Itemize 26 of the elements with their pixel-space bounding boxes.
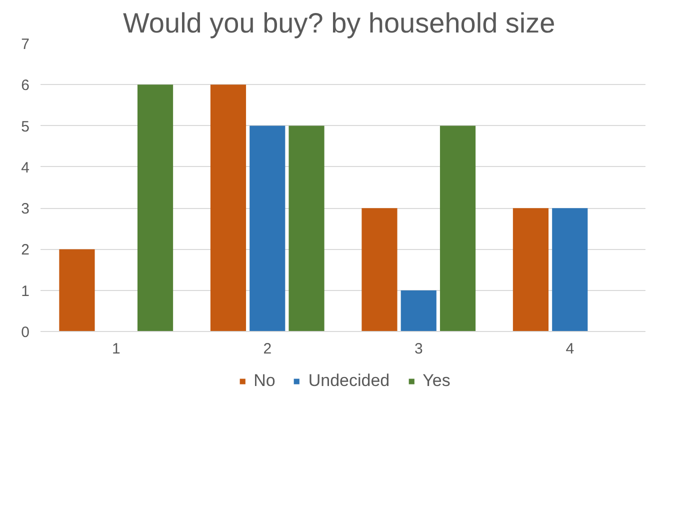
bar bbox=[210, 84, 246, 332]
bar bbox=[512, 208, 549, 332]
y-tick-label: 1 bbox=[21, 282, 30, 300]
x-tick-label: 2 bbox=[263, 340, 272, 358]
x-tick-label: 1 bbox=[112, 340, 120, 358]
bar bbox=[59, 249, 95, 332]
bar bbox=[400, 290, 436, 332]
y-tick-label: 0 bbox=[21, 324, 30, 341]
y-tick-label: 5 bbox=[21, 118, 30, 136]
y-tick-label: 6 bbox=[21, 77, 30, 94]
y-tick-label: 2 bbox=[21, 242, 30, 259]
bar bbox=[552, 208, 588, 332]
bar bbox=[440, 126, 476, 332]
legend-label: Yes bbox=[422, 371, 450, 391]
x-tick-label: 4 bbox=[566, 340, 574, 358]
bar bbox=[137, 84, 174, 332]
x-tick-label: 3 bbox=[414, 340, 423, 358]
legend-label: No bbox=[254, 371, 276, 391]
bar bbox=[250, 126, 286, 332]
y-tick-label: 4 bbox=[21, 159, 30, 176]
bar bbox=[288, 126, 324, 332]
bar bbox=[362, 208, 398, 332]
legend-label: Undecided bbox=[308, 371, 390, 391]
chart-title: Would you buy? by household size bbox=[123, 8, 556, 38]
y-tick-label: 3 bbox=[21, 200, 30, 218]
y-tick-label: 7 bbox=[21, 36, 30, 53]
